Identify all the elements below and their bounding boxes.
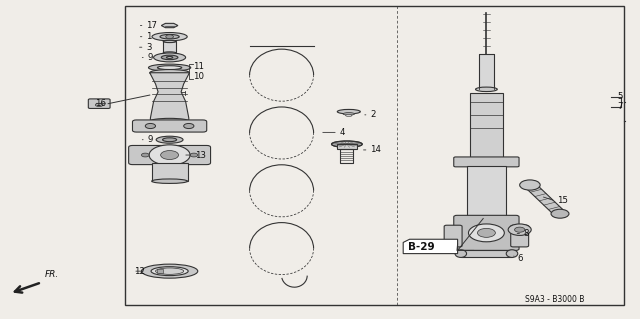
- Bar: [163, 41, 176, 53]
- Circle shape: [477, 228, 495, 237]
- Circle shape: [190, 153, 198, 157]
- Text: S9A3 - B3000 B: S9A3 - B3000 B: [525, 295, 584, 304]
- Ellipse shape: [152, 33, 188, 41]
- Circle shape: [468, 224, 504, 242]
- Circle shape: [515, 227, 525, 232]
- Circle shape: [184, 123, 194, 129]
- Ellipse shape: [154, 53, 186, 62]
- Text: 16: 16: [95, 99, 106, 108]
- Ellipse shape: [156, 268, 184, 274]
- Ellipse shape: [163, 41, 176, 43]
- Text: 4: 4: [339, 128, 345, 137]
- Circle shape: [145, 123, 156, 129]
- Ellipse shape: [161, 55, 178, 60]
- Text: 2: 2: [370, 110, 376, 119]
- Bar: [467, 166, 506, 217]
- Circle shape: [508, 224, 531, 235]
- Text: 5: 5: [618, 92, 623, 101]
- Text: 17: 17: [146, 21, 157, 30]
- Ellipse shape: [337, 109, 360, 114]
- Circle shape: [149, 145, 190, 165]
- Text: 14: 14: [370, 145, 381, 154]
- Bar: [479, 54, 494, 89]
- Circle shape: [161, 151, 179, 160]
- FancyBboxPatch shape: [88, 99, 110, 108]
- Bar: [157, 269, 163, 273]
- Ellipse shape: [150, 70, 189, 76]
- Circle shape: [520, 180, 540, 190]
- FancyBboxPatch shape: [454, 215, 519, 250]
- Text: 6: 6: [517, 254, 523, 263]
- Ellipse shape: [152, 179, 188, 183]
- Ellipse shape: [160, 34, 179, 39]
- Ellipse shape: [343, 113, 355, 115]
- Text: 1: 1: [146, 32, 152, 41]
- Text: 9: 9: [147, 135, 152, 144]
- Bar: [470, 93, 503, 158]
- Text: 12: 12: [134, 267, 145, 276]
- Ellipse shape: [163, 138, 177, 142]
- Ellipse shape: [163, 52, 176, 54]
- Polygon shape: [403, 239, 458, 254]
- Polygon shape: [150, 73, 189, 121]
- Polygon shape: [161, 23, 178, 28]
- Ellipse shape: [332, 141, 362, 147]
- Polygon shape: [524, 183, 566, 215]
- Text: 3: 3: [146, 43, 152, 52]
- Text: 7: 7: [618, 102, 623, 111]
- Bar: [152, 163, 188, 181]
- Ellipse shape: [150, 118, 189, 124]
- FancyBboxPatch shape: [444, 225, 462, 247]
- Text: 13: 13: [195, 151, 205, 160]
- Text: 9: 9: [147, 53, 152, 62]
- Bar: [125, 6, 624, 305]
- Ellipse shape: [95, 103, 103, 107]
- Ellipse shape: [476, 87, 497, 92]
- Bar: [340, 149, 353, 163]
- Bar: [461, 250, 512, 257]
- FancyBboxPatch shape: [132, 120, 207, 132]
- Ellipse shape: [148, 64, 191, 71]
- Ellipse shape: [151, 267, 188, 276]
- Text: 10: 10: [193, 72, 204, 81]
- Ellipse shape: [157, 66, 182, 70]
- Text: 8: 8: [524, 229, 529, 238]
- FancyBboxPatch shape: [511, 225, 529, 247]
- Text: 11: 11: [193, 62, 204, 71]
- Circle shape: [551, 209, 569, 218]
- FancyBboxPatch shape: [454, 157, 519, 167]
- Circle shape: [166, 35, 173, 39]
- Ellipse shape: [455, 250, 467, 257]
- Ellipse shape: [506, 250, 518, 257]
- Text: 15: 15: [557, 197, 568, 205]
- FancyBboxPatch shape: [129, 145, 211, 165]
- Text: FR.: FR.: [45, 270, 59, 279]
- Ellipse shape: [346, 115, 352, 116]
- Ellipse shape: [141, 264, 198, 278]
- Ellipse shape: [166, 56, 173, 58]
- Ellipse shape: [156, 136, 183, 143]
- Bar: [337, 144, 357, 149]
- Text: B-29: B-29: [408, 241, 435, 252]
- Circle shape: [141, 153, 149, 157]
